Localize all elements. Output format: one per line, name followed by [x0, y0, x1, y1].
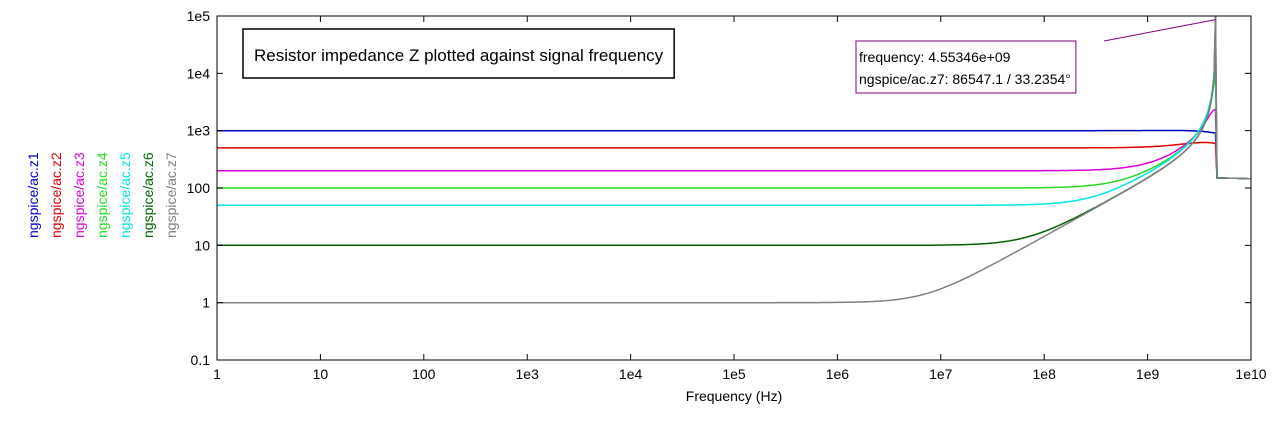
- legend-entry: ngspice/ac.z2: [48, 152, 64, 238]
- series-line: [217, 15, 1251, 247]
- legend: ngspice/ac.z1 ngspice/ac.z2 ngspice/ac.z3 n…: [25, 152, 179, 238]
- cursor-readout: frequency: 4.55346e+09 ngspice/ac.z7: 86…: [855, 19, 1216, 94]
- y-tick-label: 100: [187, 180, 211, 196]
- x-tick-label: 1e4: [619, 366, 643, 382]
- legend-entry: ngspice/ac.z6: [140, 152, 156, 238]
- readout-leader-line: [1103, 19, 1216, 42]
- x-tick-label: 100: [412, 366, 436, 382]
- series-line: [217, 77, 1251, 189]
- series-line: [217, 15, 1251, 304]
- series-lines: [217, 15, 1251, 304]
- x-tick-label: 1e5: [722, 366, 746, 382]
- series-line: [217, 129, 1251, 180]
- y-tick-label: 1e5: [187, 8, 211, 24]
- x-tick-label: 1e10: [1235, 366, 1266, 382]
- x-tick-label: 1e8: [1033, 366, 1057, 382]
- y-tick-label: 1: [202, 295, 210, 311]
- series-line: [217, 108, 1251, 180]
- x-tick-label: 1e6: [826, 366, 850, 382]
- chart-title-box: Resistor impedance Z plotted against sig…: [242, 28, 675, 79]
- chart-title-frame: [242, 28, 675, 79]
- readout-frame: [855, 40, 1077, 94]
- series-line: [217, 141, 1251, 180]
- readout-frequency: frequency: 4.55346e+09: [859, 49, 1011, 65]
- legend-entry: ngspice/ac.z7: [163, 152, 179, 238]
- legend-entry: ngspice/ac.z5: [117, 152, 133, 238]
- y-tick-label: 1e3: [187, 123, 211, 139]
- y-tick-label: 1e4: [187, 65, 211, 81]
- x-tick-label: 1: [213, 366, 221, 382]
- legend-entry: ngspice/ac.z1: [25, 152, 41, 238]
- axis-ticks: 1 10 100 1e3 1e4 1e5 1e6 1e7 1e8 1e9 1e100.1110100…: [187, 8, 1267, 382]
- x-tick-label: 1e7: [929, 366, 953, 382]
- readout-value: ngspice/ac.z7: 86547.1 / 33.2354°: [859, 71, 1071, 87]
- legend-entry: ngspice/ac.z4: [94, 152, 110, 238]
- y-tick-label: 0.1: [191, 352, 211, 368]
- series-line: [217, 47, 1251, 207]
- chart-title: Resistor impedance Z plotted against sig…: [254, 46, 664, 65]
- x-axis-title: Frequency (Hz): [686, 388, 782, 404]
- legend-entry: ngspice/ac.z3: [71, 152, 87, 238]
- x-tick-label: 1e9: [1136, 366, 1160, 382]
- y-tick-label: 10: [194, 237, 210, 253]
- x-tick-label: 10: [313, 366, 329, 382]
- x-tick-label: 1e3: [516, 366, 540, 382]
